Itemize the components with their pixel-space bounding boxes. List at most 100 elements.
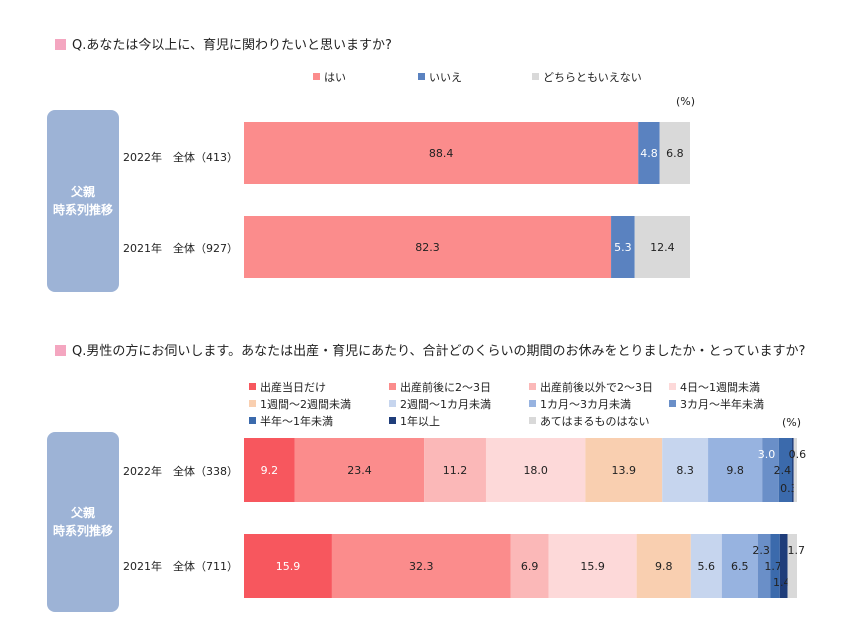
legend-item: 1カ月～3カ月未満 xyxy=(529,396,631,412)
bar-segment xyxy=(294,438,425,502)
chart2-title: Q.男性の方にお伺いします。あなたは出産・育児にあたり、合計どのくらいの期間のお… xyxy=(55,340,805,359)
bar-segment xyxy=(424,438,486,502)
chart2-title-text: Q.男性の方にお伺いします。あなたは出産・育児にあたり、合計どのくらいの期間のお… xyxy=(72,344,806,359)
data-label: 82.3 xyxy=(415,241,440,254)
data-label: 23.4 xyxy=(347,464,372,477)
bar-segment xyxy=(585,438,663,502)
data-label: 2.4 xyxy=(774,464,792,477)
legend-item: 出産当日だけ xyxy=(249,379,326,395)
data-label: 6.5 xyxy=(731,560,749,573)
data-label: 32.3 xyxy=(409,560,434,573)
bar-segment xyxy=(636,534,691,598)
legend-item: いいえ xyxy=(418,69,462,85)
data-label: 9.8 xyxy=(655,560,673,573)
bar-segment xyxy=(659,122,690,184)
row-label: 2021年 全体（927） xyxy=(123,242,238,255)
legend-swatch xyxy=(532,73,539,80)
bar-segment xyxy=(662,438,709,502)
bar-segment xyxy=(792,438,794,502)
data-label: 1.4 xyxy=(773,576,791,589)
unit-label: (%) xyxy=(676,95,696,108)
group-label: 父親 時系列推移 xyxy=(52,506,113,538)
legend-item: 1週間～2週間未満 xyxy=(249,396,351,412)
data-label: 9.8 xyxy=(726,464,744,477)
legend-swatch xyxy=(669,383,676,390)
data-label: 5.6 xyxy=(698,560,716,573)
bar-segment xyxy=(244,122,639,184)
title-marker-icon xyxy=(55,345,66,356)
bar-segment xyxy=(793,438,797,502)
group-label-panel: 父親 時系列推移 xyxy=(47,110,119,292)
data-label: 88.4 xyxy=(429,147,454,160)
data-label: 5.3 xyxy=(614,241,632,254)
data-label: 18.0 xyxy=(523,464,548,477)
legend-item: 出産前後以外で2～3日 xyxy=(529,379,653,395)
row-label: 2021年 全体（711） xyxy=(123,560,238,573)
data-label: 6.8 xyxy=(666,147,684,160)
legend-swatch xyxy=(529,400,536,407)
bar-segment xyxy=(244,438,295,502)
bar-segment xyxy=(510,534,549,598)
legend-swatch xyxy=(389,417,396,424)
legend-swatch xyxy=(389,383,396,390)
legend-swatch xyxy=(529,383,536,390)
data-label: 4.8 xyxy=(640,147,658,160)
group-label-panel: 父親 時系列推移 xyxy=(47,432,119,612)
bar-segment xyxy=(708,438,763,502)
legend-swatch xyxy=(389,400,396,407)
data-label: 11.2 xyxy=(443,464,468,477)
legend-item: どちらともいえない xyxy=(532,69,642,85)
data-label: 6.9 xyxy=(521,560,539,573)
bar-segment xyxy=(779,534,788,598)
bar-segment xyxy=(244,534,332,598)
chart1-title: Q.あなたは今以上に、育児に関わりたいと思いますか? xyxy=(55,34,392,53)
data-label: 0.3 xyxy=(780,482,798,495)
legend-item: 1年以上 xyxy=(389,413,440,429)
legend-item: はい xyxy=(313,69,346,85)
legend-swatch xyxy=(418,73,425,80)
bar-segment xyxy=(331,534,511,598)
legend-swatch xyxy=(249,417,256,424)
bar-segment xyxy=(244,216,612,278)
bar-segment xyxy=(762,438,779,502)
bar-segment xyxy=(787,534,797,598)
legend-swatch xyxy=(529,417,536,424)
legend-item: 半年～1年未満 xyxy=(249,413,333,429)
legend-item: 3カ月～半年未満 xyxy=(669,396,764,412)
legend-item: あてはまるものはない xyxy=(529,413,650,429)
row-label: 2022年 全体（338） xyxy=(123,465,238,478)
unit-label: (%) xyxy=(782,416,802,429)
data-label: 2.3 xyxy=(752,544,770,557)
title-marker-icon xyxy=(55,39,66,50)
legend-item: 4日～1週間未満 xyxy=(669,379,760,395)
data-label: 0.6 xyxy=(789,448,807,461)
bar-segment xyxy=(634,216,690,278)
data-label: 15.9 xyxy=(580,560,605,573)
bar-segment xyxy=(638,122,660,184)
bar-segment xyxy=(778,438,793,502)
legend-swatch xyxy=(249,400,256,407)
bar-segment xyxy=(721,534,758,598)
data-label: 1.7 xyxy=(788,544,806,557)
bar-segment xyxy=(548,534,637,598)
bar-segment xyxy=(757,534,771,598)
legend-swatch xyxy=(313,73,320,80)
data-label: 1.7 xyxy=(764,560,782,573)
data-label: 15.9 xyxy=(276,560,301,573)
bar-segment xyxy=(485,438,586,502)
data-label: 3.0 xyxy=(758,448,776,461)
data-label: 12.4 xyxy=(650,241,675,254)
chart1-title-text: Q.あなたは今以上に、育児に関わりたいと思いますか? xyxy=(72,38,392,53)
bar-segment xyxy=(690,534,722,598)
data-label: 9.2 xyxy=(261,464,279,477)
legend-item: 2週間～1カ月未満 xyxy=(389,396,491,412)
data-label: 13.9 xyxy=(612,464,637,477)
legend-item: 出産前後に2～3日 xyxy=(389,379,491,395)
row-label: 2022年 全体（413） xyxy=(123,151,238,164)
data-label: 8.3 xyxy=(676,464,694,477)
legend-swatch xyxy=(249,383,256,390)
bar-segment xyxy=(770,534,780,598)
legend-swatch xyxy=(669,400,676,407)
group-label: 父親 時系列推移 xyxy=(52,185,113,217)
